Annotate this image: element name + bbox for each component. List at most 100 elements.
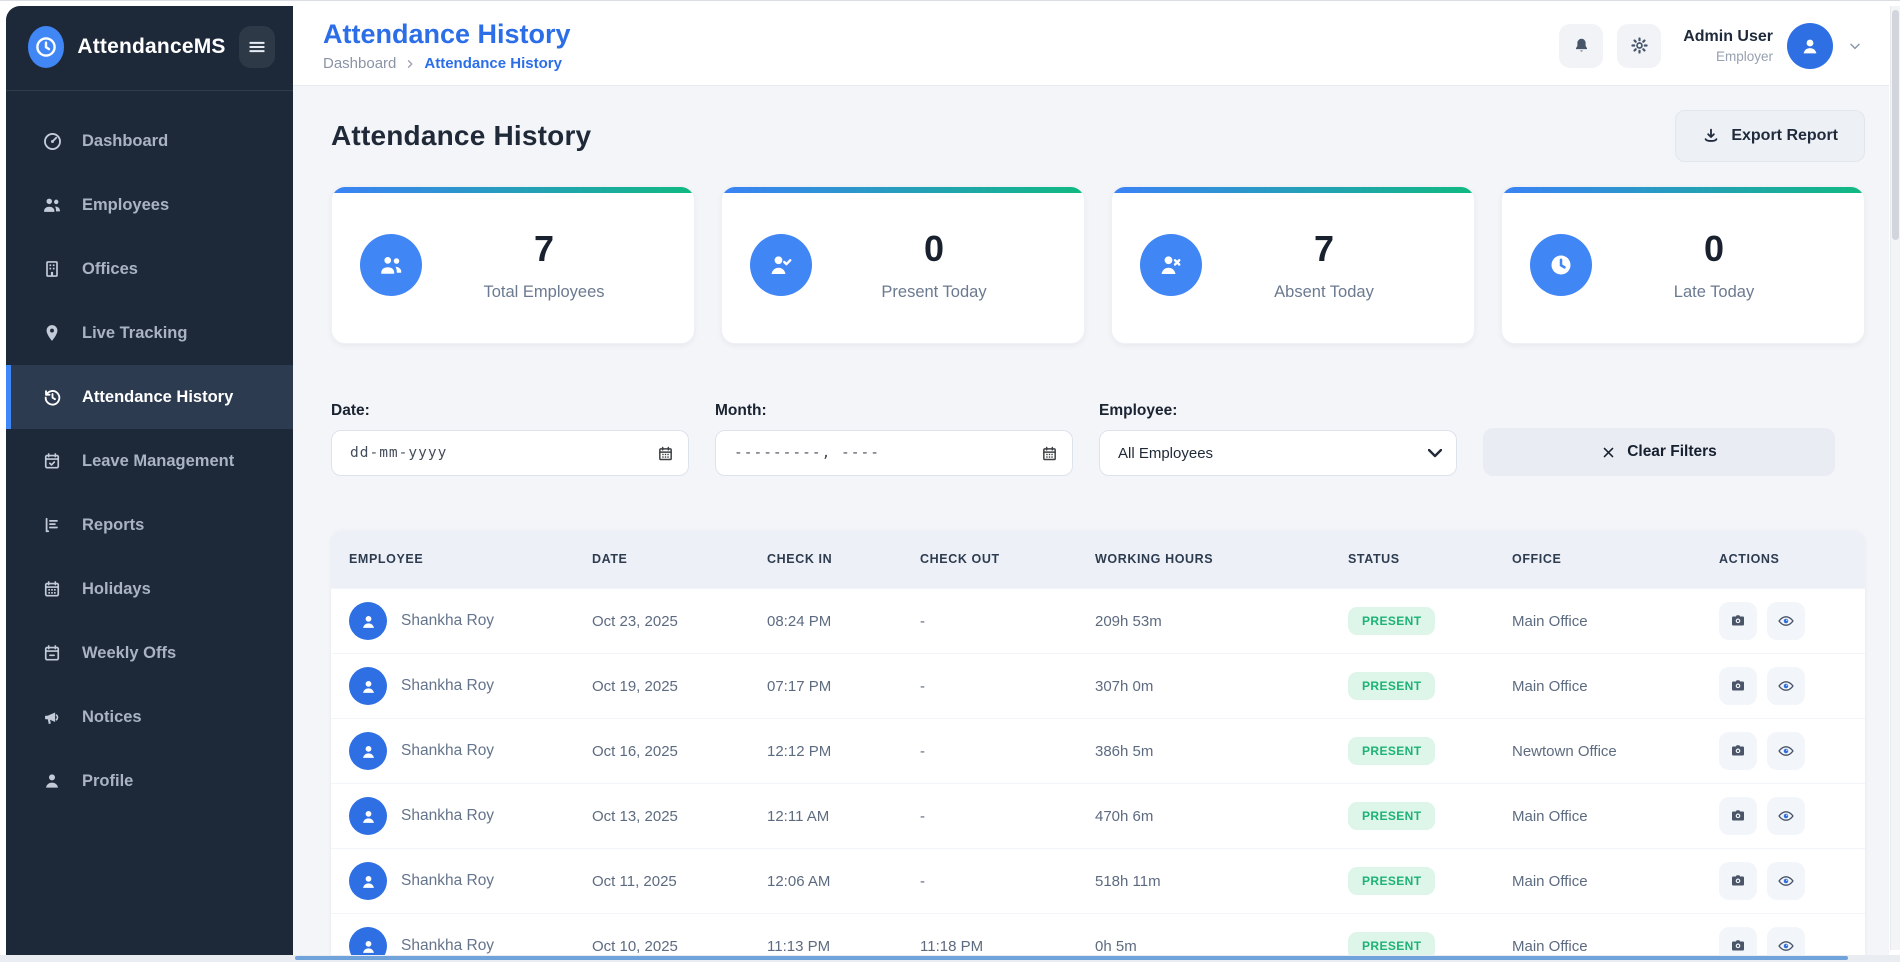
column-header-working-hours: WORKING HOURS <box>1095 552 1214 566</box>
table-row: Shankha Roy Oct 13, 2025 12:11 AM - 470h… <box>331 783 1865 848</box>
office-cell: Newtown Office <box>1512 742 1617 760</box>
sidebar-item-weekly-offs[interactable]: Weekly Offs <box>6 621 293 685</box>
working-hours-cell: 0h 5m <box>1095 937 1137 955</box>
photo-button[interactable] <box>1719 667 1757 705</box>
column-header-actions: ACTIONS <box>1719 552 1780 566</box>
sidebar-item-profile[interactable]: Profile <box>6 749 293 813</box>
export-report-label: Export Report <box>1731 127 1838 144</box>
working-hours-cell: 518h 11m <box>1095 872 1161 890</box>
settings-button[interactable] <box>1617 23 1662 68</box>
breadcrumb: Dashboard Attendance History <box>323 55 571 72</box>
breadcrumb-current: Attendance History <box>424 55 562 72</box>
view-button[interactable] <box>1767 667 1805 705</box>
sidebar-toggle-button[interactable] <box>238 26 275 68</box>
page-scrollbar[interactable] <box>1890 6 1900 950</box>
sidebar-item-employees[interactable]: Employees <box>6 173 293 237</box>
working-hours-cell: 470h 6m <box>1095 807 1154 825</box>
office-cell: Main Office <box>1512 937 1588 955</box>
employee-avatar <box>349 927 387 956</box>
photo-button[interactable] <box>1719 602 1757 640</box>
check-in-cell: 12:06 AM <box>767 872 831 890</box>
stat-card-present-today: 0 Present Today <box>721 186 1085 344</box>
clear-filters-label: Clear Filters <box>1627 443 1717 460</box>
status-badge: PRESENT <box>1348 607 1436 635</box>
eye-icon <box>1777 742 1795 760</box>
logo-row: AttendanceMS <box>6 6 293 86</box>
status-badge: PRESENT <box>1348 672 1436 700</box>
column-header-employee: EMPLOYEE <box>349 552 424 566</box>
x-icon <box>1601 445 1616 460</box>
employee-avatar <box>349 667 387 705</box>
view-button[interactable] <box>1767 602 1805 640</box>
user-check-icon <box>750 234 812 296</box>
status-badge: PRESENT <box>1348 802 1436 830</box>
view-button[interactable] <box>1767 732 1805 770</box>
main-area: Attendance History Dashboard Attendance … <box>293 6 1889 956</box>
sidebar-item-label: Reports <box>82 515 145 534</box>
photo-button[interactable] <box>1719 732 1757 770</box>
check-out-cell: - <box>920 742 925 760</box>
photo-button[interactable] <box>1719 797 1757 835</box>
camera-icon <box>1729 742 1747 760</box>
breadcrumb-home-link[interactable]: Dashboard <box>323 55 397 72</box>
date-filter-input[interactable] <box>350 445 657 461</box>
gauge-icon <box>41 130 63 152</box>
gear-icon <box>1630 36 1649 55</box>
date-filter-label: Date: <box>331 402 370 419</box>
view-button[interactable] <box>1767 862 1805 900</box>
sidebar-item-label: Dashboard <box>82 131 169 150</box>
sidebar: AttendanceMS Dashboard Employees Offices <box>6 6 293 956</box>
office-cell: Main Office <box>1512 807 1588 825</box>
filters-row: Date: Month: Employee: Al <box>331 402 1865 476</box>
sidebar-item-label: Offices <box>82 259 138 278</box>
user-menu-chevron-down-icon[interactable] <box>1847 38 1863 54</box>
sidebar-item-dashboard[interactable]: Dashboard <box>6 109 293 173</box>
stat-card-late-today: 0 Late Today <box>1501 186 1865 344</box>
sidebar-item-live-tracking[interactable]: Live Tracking <box>6 301 293 365</box>
view-button[interactable] <box>1767 797 1805 835</box>
calendar-picker-icon[interactable] <box>657 445 674 462</box>
table-row: Shankha Roy Oct 11, 2025 12:06 AM - 518h… <box>331 848 1865 913</box>
clear-filters-button[interactable]: Clear Filters <box>1483 428 1835 476</box>
scrollbar-thumb[interactable] <box>1892 10 1899 240</box>
sidebar-item-reports[interactable]: Reports <box>6 493 293 557</box>
sidebar-item-offices[interactable]: Offices <box>6 237 293 301</box>
employee-filter-label: Employee: <box>1099 402 1178 419</box>
sidebar-item-label: Attendance History <box>82 387 234 406</box>
content-area: Attendance History Export Report 7 Total… <box>293 86 1889 956</box>
calendar-picker-icon[interactable] <box>1041 445 1058 462</box>
employee-filter-select[interactable]: All Employees <box>1099 430 1457 476</box>
office-cell: Main Office <box>1512 872 1588 890</box>
app-logo-clock-icon <box>28 26 65 68</box>
date-cell: Oct 23, 2025 <box>592 612 678 630</box>
check-out-cell: - <box>920 612 925 630</box>
user-avatar[interactable] <box>1787 22 1833 69</box>
sidebar-item-attendance-history[interactable]: Attendance History <box>6 365 293 429</box>
eye-icon <box>1777 872 1795 890</box>
column-header-check-out: CHECK OUT <box>920 552 1000 566</box>
top-header: Attendance History Dashboard Attendance … <box>293 6 1889 86</box>
camera-icon <box>1729 872 1747 890</box>
photo-button[interactable] <box>1719 862 1757 900</box>
page-title: Attendance History <box>331 120 592 151</box>
eye-icon <box>1777 612 1795 630</box>
stat-label: Total Employees <box>483 283 605 301</box>
view-button[interactable] <box>1767 927 1805 956</box>
horizontal-scrollbar[interactable] <box>295 956 1848 960</box>
photo-button[interactable] <box>1719 927 1757 956</box>
working-hours-cell: 386h 5m <box>1095 742 1154 760</box>
sidebar-item-notices[interactable]: Notices <box>6 685 293 749</box>
employee-avatar <box>349 602 387 640</box>
sidebar-item-holidays[interactable]: Holidays <box>6 557 293 621</box>
notifications-button[interactable] <box>1559 23 1604 68</box>
office-cell: Main Office <box>1512 677 1588 695</box>
export-report-button[interactable]: Export Report <box>1675 110 1865 162</box>
user-role: Employer <box>1715 48 1773 64</box>
employee-name: Shankha Roy <box>401 612 495 629</box>
month-filter-input[interactable] <box>734 445 1041 461</box>
column-header-office: OFFICE <box>1512 552 1562 566</box>
employee-avatar <box>349 732 387 770</box>
stat-label: Present Today <box>881 283 987 301</box>
eye-icon <box>1777 937 1795 955</box>
sidebar-item-leave-management[interactable]: Leave Management <box>6 429 293 493</box>
